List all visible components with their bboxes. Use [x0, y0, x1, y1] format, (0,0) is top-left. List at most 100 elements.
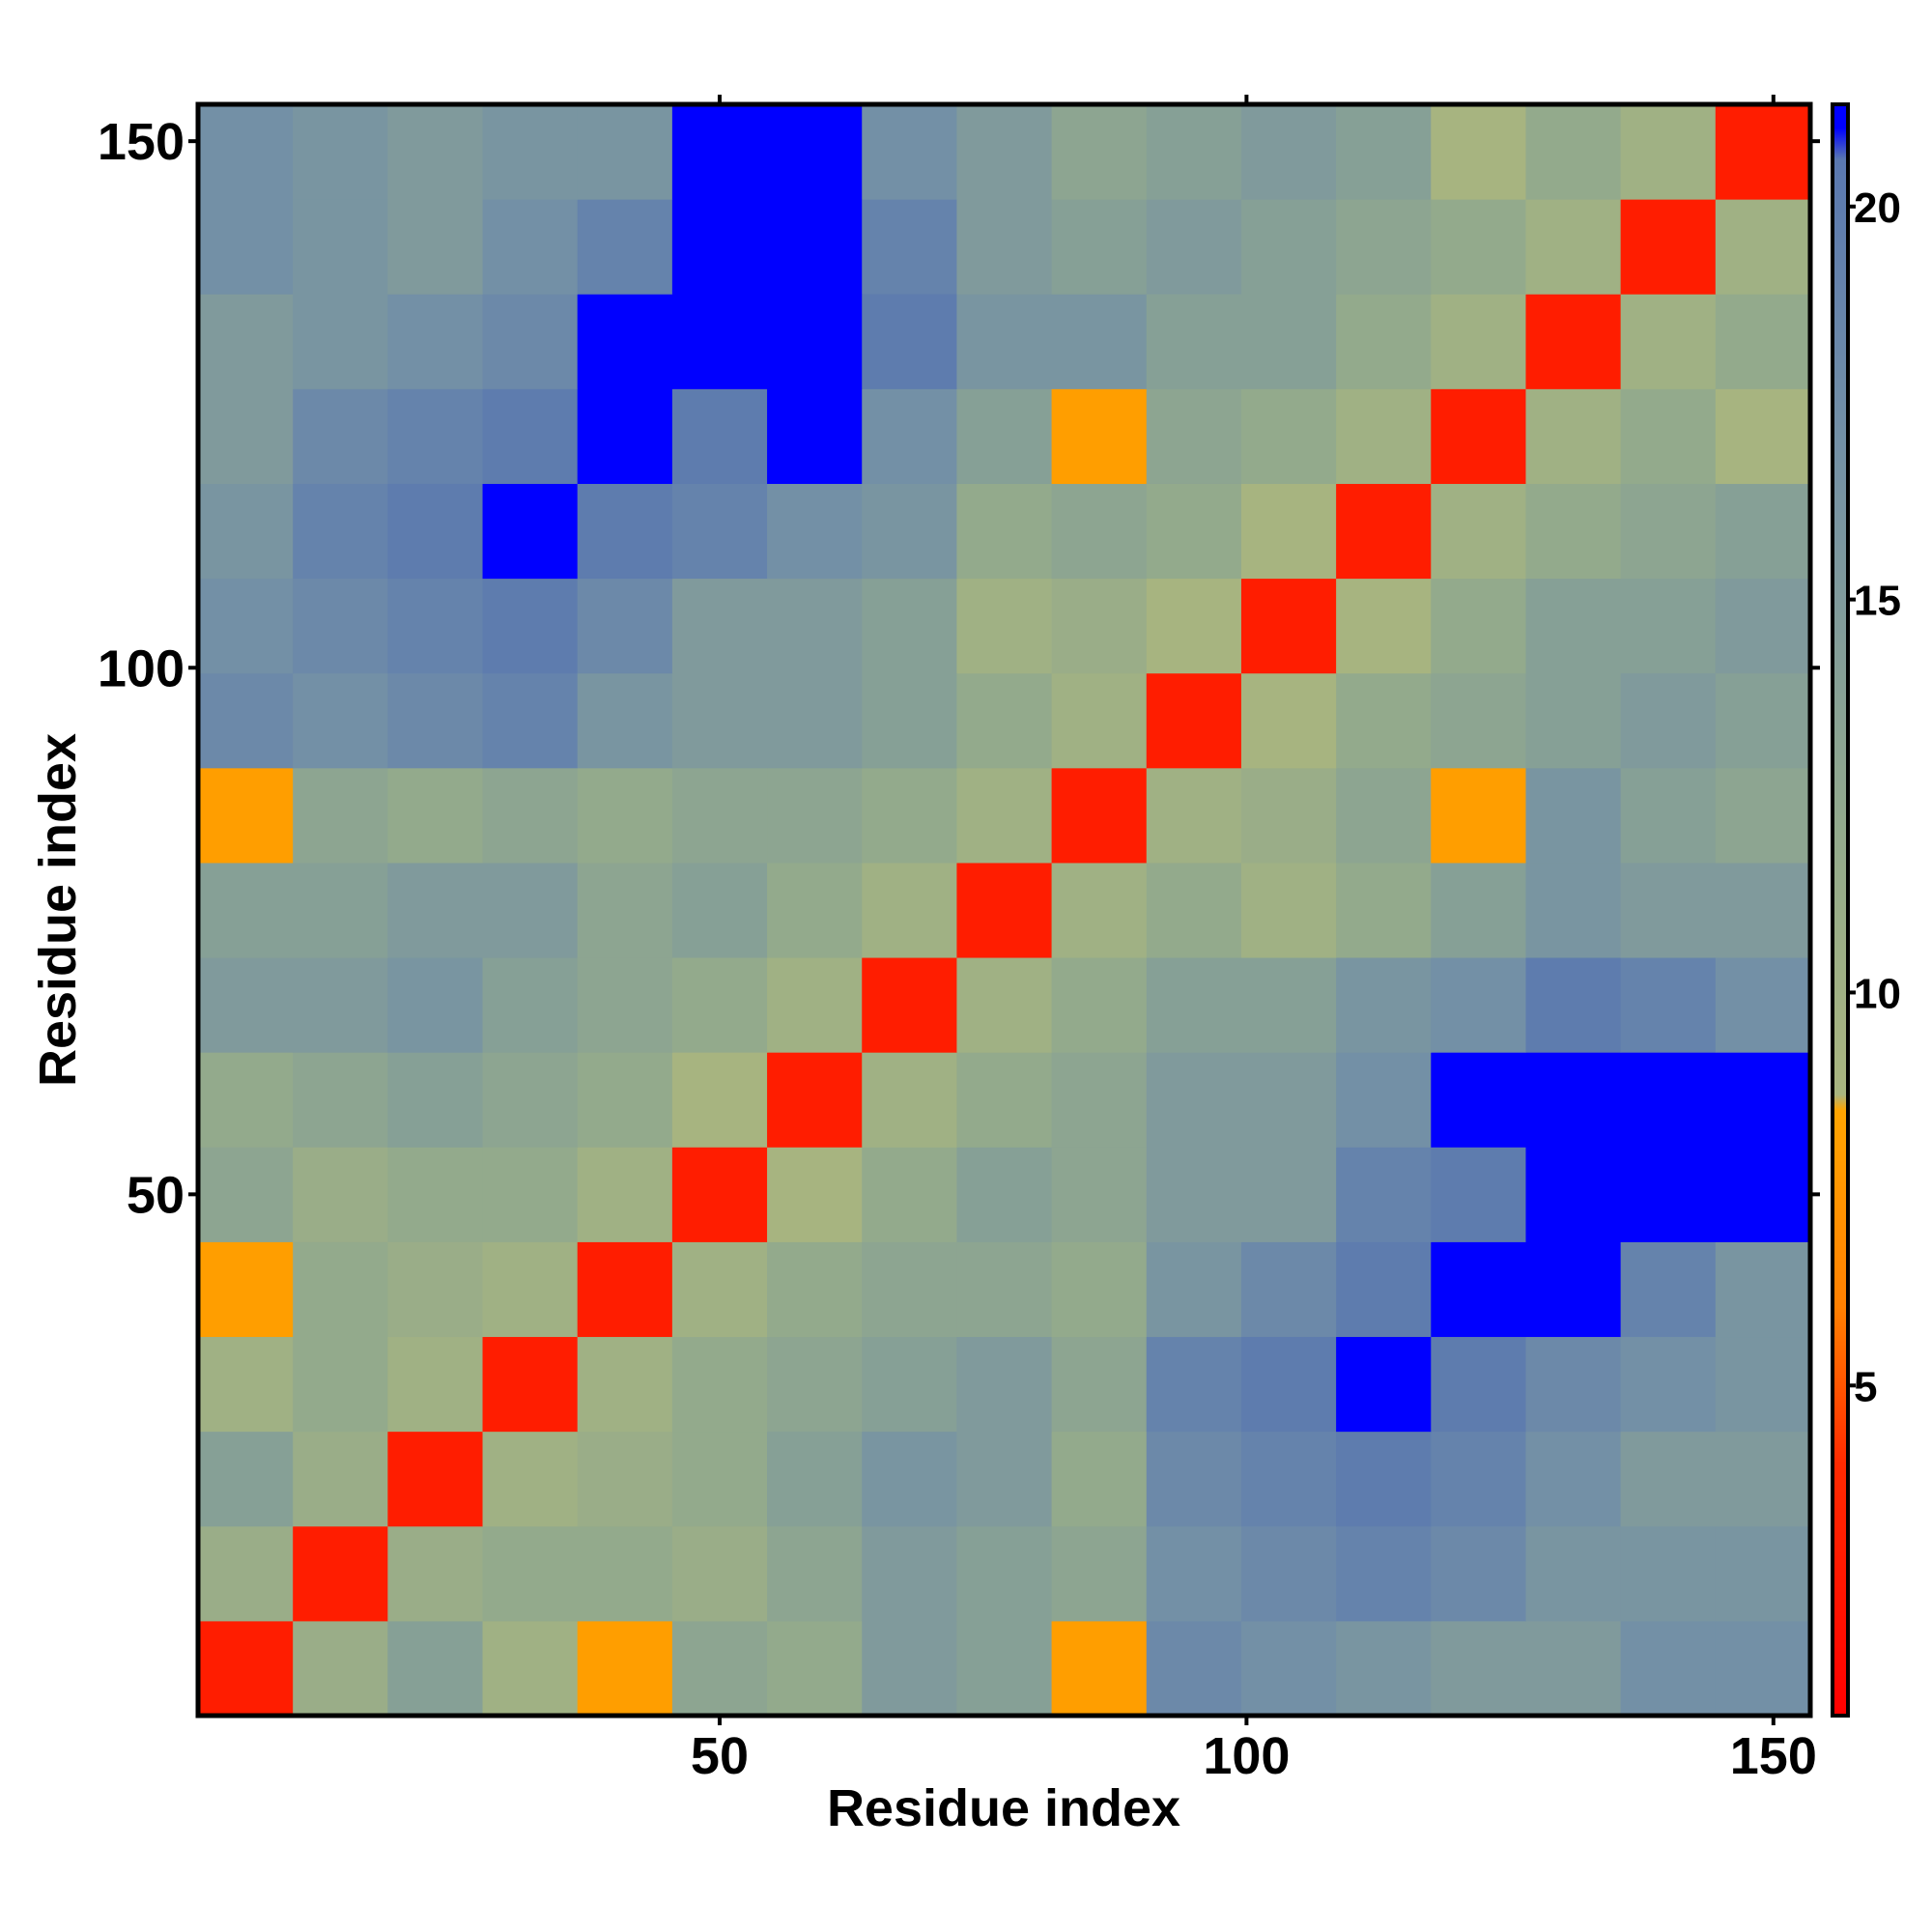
heatmap-cell: [862, 1431, 957, 1527]
heatmap-cell: [1715, 104, 1811, 200]
heatmap-cell: [1336, 862, 1432, 958]
heatmap-cell: [1525, 862, 1622, 958]
heatmap-cell: [198, 388, 294, 484]
heatmap-cell: [956, 1336, 1053, 1433]
heatmap-cell: [293, 1620, 388, 1717]
heatmap-cell: [577, 483, 673, 580]
heatmap-cell: [1336, 957, 1432, 1053]
heatmap-cell: [577, 1336, 673, 1433]
heatmap-cell: [1431, 1336, 1526, 1433]
heatmap-cell: [482, 294, 579, 389]
y-tick-label: 150: [98, 113, 185, 171]
heatmap-cell: [1715, 388, 1811, 484]
heatmap-cell: [1336, 578, 1432, 674]
heatmap-cell: [387, 672, 484, 769]
heatmap-cell: [862, 767, 957, 864]
heatmap-cell: [1240, 1336, 1337, 1433]
heatmap-cell: [387, 1052, 484, 1148]
heatmap-cell: [671, 483, 768, 580]
heatmap-cell: [1620, 199, 1717, 295]
heatmap-cell: [1336, 483, 1432, 580]
heatmap-cell: [767, 388, 863, 484]
heatmap-cell: [387, 767, 484, 864]
heatmap-cell: [1051, 1241, 1148, 1338]
x-tick-label: 100: [1203, 1727, 1290, 1785]
heatmap-cell: [293, 767, 388, 864]
heatmap-cell: [1431, 1052, 1526, 1148]
heatmap-cell: [1240, 767, 1337, 864]
heatmap-cell: [482, 862, 579, 958]
heatmap-cell: [1051, 104, 1148, 200]
heatmap-cell: [387, 104, 484, 200]
heatmap-cell: [956, 1620, 1053, 1717]
heatmap-cell: [1431, 1147, 1526, 1242]
heatmap-cell: [956, 199, 1053, 295]
heatmap-cell: [1146, 1431, 1242, 1527]
heatmap-cell: [767, 199, 863, 295]
heatmap-cell: [1431, 1620, 1526, 1717]
heatmap-cell: [862, 1147, 957, 1242]
heatmap-cell: [671, 199, 768, 295]
heatmap-cell: [1051, 767, 1148, 864]
heatmap-cell: [198, 672, 294, 769]
heatmap-cell: [1525, 199, 1622, 295]
heatmap-cell: [293, 199, 388, 295]
heatmap-cell: [1146, 1620, 1242, 1717]
heatmap-cell: [956, 483, 1053, 580]
heatmap-cell: [671, 1525, 768, 1622]
heatmap-cell: [577, 1241, 673, 1338]
heatmap-cell: [293, 388, 388, 484]
heatmap-cell: [671, 578, 768, 674]
heatmap-cell: [1051, 1052, 1148, 1148]
heatmap-cell: [1240, 294, 1337, 389]
heatmap-cell: [1620, 483, 1717, 580]
heatmap-cell: [577, 1431, 673, 1527]
heatmap-cell: [1715, 483, 1811, 580]
heatmap-cell: [862, 957, 957, 1053]
heatmap-cell: [1146, 957, 1242, 1053]
heatmap-cell: [387, 578, 484, 674]
heatmap-cell: [1051, 1525, 1148, 1622]
heatmap-cell: [1146, 1147, 1242, 1242]
heatmap-cell: [198, 199, 294, 295]
heatmap-cell: [1051, 483, 1148, 580]
heatmap-cell: [1525, 767, 1622, 864]
x-axis-label: Residue index: [827, 1779, 1180, 1837]
heatmap-cell: [671, 1620, 768, 1717]
heatmap-cell: [1620, 104, 1717, 200]
heatmap-cell: [1146, 199, 1242, 295]
heatmap-cell: [1240, 483, 1337, 580]
heatmap-cell: [956, 957, 1053, 1053]
heatmap-cell: [862, 1620, 957, 1717]
heatmap-cell: [1146, 104, 1242, 200]
heatmap-cell: [1620, 957, 1717, 1053]
heatmap-cell: [1146, 862, 1242, 958]
heatmap-cell: [671, 672, 768, 769]
heatmap-cell: [198, 862, 294, 958]
heatmap-cell: [482, 483, 579, 580]
heatmap-cell: [1620, 1336, 1717, 1433]
heatmap-cell: [1240, 199, 1337, 295]
heatmap-cell: [1431, 1525, 1526, 1622]
heatmap-cell: [198, 1620, 294, 1717]
heatmap-cell: [767, 1336, 863, 1433]
heatmap-cell: [1620, 767, 1717, 864]
heatmap-cell: [671, 104, 768, 200]
heatmap-cell: [482, 199, 579, 295]
heatmap-cell: [956, 294, 1053, 389]
heatmap-cell: [1431, 957, 1526, 1053]
heatmap-cell: [1146, 388, 1242, 484]
heatmap-cell: [482, 1525, 579, 1622]
heatmap-cell: [1051, 199, 1148, 295]
heatmap-cell: [577, 388, 673, 484]
heatmap-cell: [862, 862, 957, 958]
heatmap-cell: [198, 1147, 294, 1242]
heatmap-cell: [767, 672, 863, 769]
heatmap-cell: [1431, 388, 1526, 484]
heatmap-cell: [577, 104, 673, 200]
heatmap-cell: [1620, 1147, 1717, 1242]
heatmap-cell: [293, 1336, 388, 1433]
heatmap-cell: [1051, 672, 1148, 769]
heatmap-cell: [1336, 199, 1432, 295]
heatmap-cell: [387, 199, 484, 295]
